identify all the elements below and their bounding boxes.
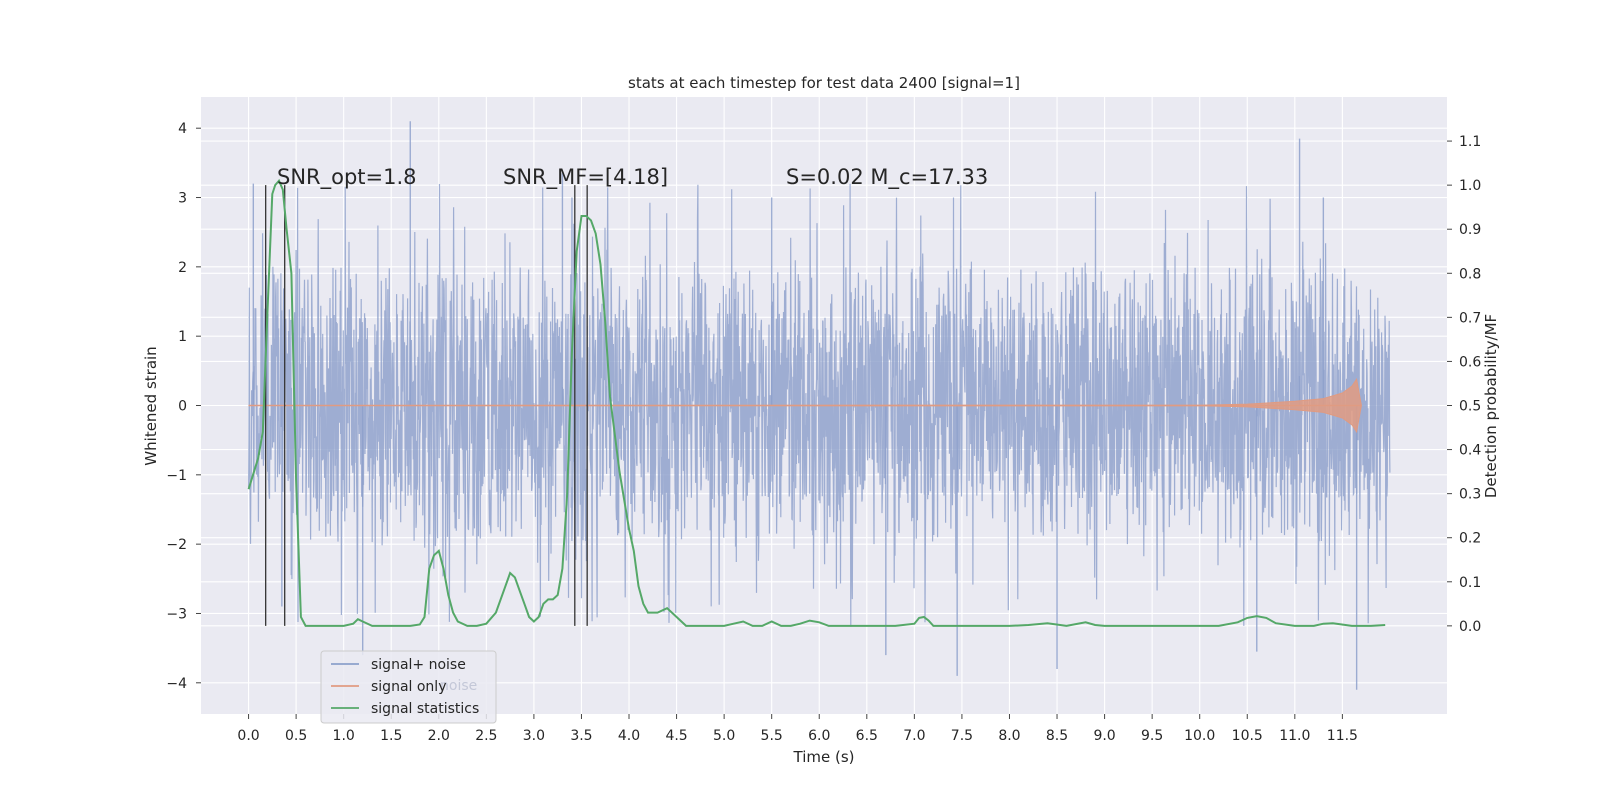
x-axis-ticks: 0.0 0.5 1.0 1.5 2.0 2.5 3.0 3.5 4.0 4.5 5.0 5.5 6.0 6… <box>237 714 1358 744</box>
yl-tick-label-3: 1 <box>178 329 187 345</box>
x-tick-label-17: 8.5 <box>1046 728 1068 744</box>
vertical-marker-lines <box>265 185 588 626</box>
yr-tick-label-7: 0.4 <box>1459 443 1481 459</box>
signal-only-series <box>248 377 1362 434</box>
x-axis-label: Time (s) <box>793 748 855 766</box>
x-tick-label-9: 4.5 <box>665 728 687 744</box>
x-tick-label-13: 6.5 <box>856 728 878 744</box>
legend-ghost-text: noise <box>440 678 477 694</box>
yl-tick-label-0: 4 <box>178 121 187 137</box>
y-left-axis-ticks: 4 3 2 1 0 −1 −2 −3 −4 <box>166 121 201 692</box>
annotation-snr-opt: SNR_opt=1.8 <box>277 165 417 190</box>
x-tick-label-6: 3.0 <box>523 728 545 744</box>
yl-tick-label-4: 0 <box>178 399 187 415</box>
x-tick-label-2: 1.0 <box>333 728 355 744</box>
x-tick-label-7: 3.5 <box>570 728 592 744</box>
yr-tick-label-3: 0.8 <box>1459 266 1481 282</box>
y-left-axis-label: Whitened strain <box>142 346 160 465</box>
yr-tick-label-5: 0.6 <box>1459 354 1481 370</box>
yr-tick-label-4: 0.7 <box>1459 310 1481 326</box>
x-tick-label-11: 5.5 <box>761 728 783 744</box>
yl-tick-label-6: −2 <box>166 537 187 553</box>
x-tick-label-3: 1.5 <box>380 728 402 744</box>
yl-tick-label-2: 2 <box>178 260 187 276</box>
x-tick-label-15: 7.5 <box>951 728 973 744</box>
annotation-s-mc: S=0.02 M_c=17.33 <box>786 165 988 190</box>
yr-tick-label-0: 1.1 <box>1459 134 1481 150</box>
yr-tick-label-6: 0.5 <box>1459 399 1481 415</box>
chart-title: stats at each timestep for test data 240… <box>628 74 1020 92</box>
signal-statistics-line <box>247 178 1386 627</box>
x-tick-label-5: 2.5 <box>475 728 497 744</box>
legend-label-signal-statistics: signal statistics <box>371 701 479 717</box>
x-tick-label-10: 5.0 <box>713 728 735 744</box>
signal-statistics-series <box>247 178 1386 627</box>
yr-tick-label-11: 0.0 <box>1459 619 1481 635</box>
legend-box <box>320 650 497 724</box>
x-tick-label-0: 0.0 <box>237 728 259 744</box>
x-tick-label-8: 4.0 <box>618 728 640 744</box>
y-right-axis-label: Detection probability/MF <box>1482 314 1500 498</box>
yr-tick-label-1: 1.0 <box>1459 178 1481 194</box>
yl-tick-label-7: −3 <box>166 606 187 622</box>
x-tick-label-1: 0.5 <box>285 728 307 744</box>
yr-tick-label-2: 0.9 <box>1459 222 1481 238</box>
x-tick-label-14: 7.0 <box>903 728 925 744</box>
yl-tick-label-1: 3 <box>178 191 187 207</box>
x-tick-label-21: 10.5 <box>1232 728 1263 744</box>
annotations: SNR_opt=1.8 SNR_MF=[4.18] S=0.02 M_c=17.… <box>277 165 988 190</box>
x-tick-label-19: 9.5 <box>1141 728 1163 744</box>
x-tick-label-20: 10.0 <box>1184 728 1215 744</box>
yr-tick-label-9: 0.2 <box>1459 531 1481 547</box>
x-tick-label-16: 8.0 <box>998 728 1020 744</box>
x-tick-label-22: 11.0 <box>1279 728 1310 744</box>
annotation-snr-mf: SNR_MF=[4.18] <box>503 165 668 190</box>
x-tick-label-18: 9.0 <box>1093 728 1115 744</box>
x-tick-label-4: 2.0 <box>428 728 450 744</box>
y-right-axis-ticks: 1.1 1.0 0.9 0.8 0.7 0.6 0.5 0.4 0.3 0.2 0.1 0.0 <box>1447 134 1481 635</box>
legend: noise signal+ noise signal only signal s… <box>320 650 497 724</box>
x-tick-label-12: 6.0 <box>808 728 830 744</box>
legend-label-signal-only: signal only <box>371 679 446 695</box>
yl-tick-label-5: −1 <box>166 468 187 484</box>
yr-tick-label-8: 0.3 <box>1459 487 1481 503</box>
yr-tick-label-10: 0.1 <box>1459 575 1481 591</box>
signal-plus-noise-trace <box>248 183 1391 627</box>
yl-tick-label-8: −4 <box>166 676 187 692</box>
legend-label-signal-noise: signal+ noise <box>371 657 466 673</box>
x-tick-label-23: 11.5 <box>1327 728 1358 744</box>
